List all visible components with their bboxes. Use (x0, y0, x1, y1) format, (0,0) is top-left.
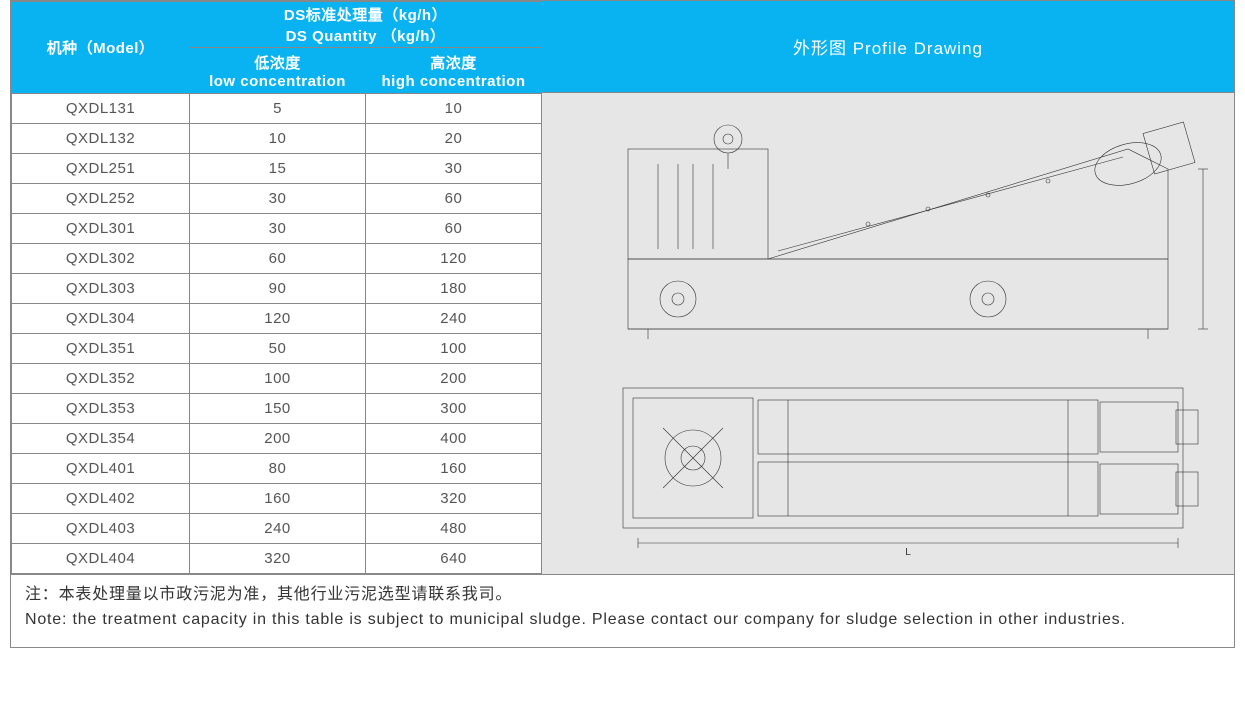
table-row: QXDL402160320 (12, 484, 542, 514)
table-row: QXDL2511530 (12, 154, 542, 184)
table-row: QXDL3013060 (12, 214, 542, 244)
table-header: 机种（Model） DS标准处理量（kg/h） DS Quantity （kg/… (12, 2, 542, 94)
cell-model: QXDL302 (12, 244, 190, 274)
cell-high: 400 (366, 424, 542, 454)
col-ds-cn: DS标准处理量（kg/h） (190, 4, 541, 25)
cell-low: 80 (190, 454, 366, 484)
cell-model: QXDL132 (12, 124, 190, 154)
cell-high: 200 (366, 364, 542, 394)
cell-low: 30 (190, 214, 366, 244)
top-view-drawing: L (568, 358, 1208, 558)
cell-low: 120 (190, 304, 366, 334)
spec-sheet: 机种（Model） DS标准处理量（kg/h） DS Quantity （kg/… (10, 0, 1235, 648)
col-ds-en: DS Quantity （kg/h） (190, 25, 541, 46)
cell-low: 100 (190, 364, 366, 394)
col-model: 机种（Model） (12, 2, 190, 94)
svg-text:L: L (905, 547, 911, 558)
cell-model: QXDL353 (12, 394, 190, 424)
cell-high: 480 (366, 514, 542, 544)
spec-table: 机种（Model） DS标准处理量（kg/h） DS Quantity （kg/… (11, 1, 542, 574)
cell-low: 10 (190, 124, 366, 154)
cell-model: QXDL404 (12, 544, 190, 574)
cell-high: 240 (366, 304, 542, 334)
table-row: QXDL30260120 (12, 244, 542, 274)
cell-model: QXDL354 (12, 424, 190, 454)
cell-high: 320 (366, 484, 542, 514)
cell-high: 640 (366, 544, 542, 574)
cell-high: 120 (366, 244, 542, 274)
cell-model: QXDL403 (12, 514, 190, 544)
table-row: QXDL354200400 (12, 424, 542, 454)
table-row: QXDL30390180 (12, 274, 542, 304)
cell-low: 150 (190, 394, 366, 424)
cell-low: 240 (190, 514, 366, 544)
col-high-cn: 高浓度 (366, 52, 541, 73)
profile-label: 外形图 Profile Drawing (793, 34, 983, 59)
col-low-cn: 低浓度 (190, 52, 365, 73)
table-row: QXDL404320640 (12, 544, 542, 574)
cell-low: 5 (190, 94, 366, 124)
cell-low: 15 (190, 154, 366, 184)
cell-model: QXDL252 (12, 184, 190, 214)
cell-low: 320 (190, 544, 366, 574)
cell-model: QXDL351 (12, 334, 190, 364)
cell-model: QXDL251 (12, 154, 190, 184)
footer-cn: 注：本表处理量以市政污泥为准，其他行业污泥选型请联系我司。 (25, 583, 1220, 608)
spec-table-wrap: 机种（Model） DS标准处理量（kg/h） DS Quantity （kg/… (11, 1, 541, 574)
table-row: QXDL1321020 (12, 124, 542, 154)
table-body: QXDL131510QXDL1321020QXDL2511530QXDL2523… (12, 94, 542, 574)
cell-high: 20 (366, 124, 542, 154)
cell-model: QXDL402 (12, 484, 190, 514)
cell-low: 50 (190, 334, 366, 364)
cell-low: 30 (190, 184, 366, 214)
cell-model: QXDL131 (12, 94, 190, 124)
cell-high: 60 (366, 214, 542, 244)
side-view-drawing (568, 109, 1208, 349)
col-ds: DS标准处理量（kg/h） DS Quantity （kg/h） (190, 2, 542, 48)
col-low: 低浓度 low concentration (190, 48, 366, 94)
col-high: 高浓度 high concentration (366, 48, 542, 94)
cell-model: QXDL352 (12, 364, 190, 394)
drawing-area: L (542, 93, 1234, 574)
cell-model: QXDL304 (12, 304, 190, 334)
footer-en: Note: the treatment capacity in this tab… (25, 608, 1220, 633)
table-row: QXDL35150100 (12, 334, 542, 364)
table-row: QXDL403240480 (12, 514, 542, 544)
table-row: QXDL352100200 (12, 364, 542, 394)
cell-model: QXDL301 (12, 214, 190, 244)
cell-model: QXDL303 (12, 274, 190, 304)
col-model-label: 机种（Model） (47, 40, 155, 57)
table-row: QXDL40180160 (12, 454, 542, 484)
cell-high: 10 (366, 94, 542, 124)
cell-model: QXDL401 (12, 454, 190, 484)
table-row: QXDL353150300 (12, 394, 542, 424)
table-row: QXDL131510 (12, 94, 542, 124)
cell-low: 60 (190, 244, 366, 274)
profile-panel: 外形图 Profile Drawing (541, 1, 1234, 574)
cell-high: 30 (366, 154, 542, 184)
cell-high: 300 (366, 394, 542, 424)
profile-header: 外形图 Profile Drawing (542, 1, 1234, 93)
table-row: QXDL304120240 (12, 304, 542, 334)
cell-high: 160 (366, 454, 542, 484)
col-low-en: low concentration (190, 73, 365, 90)
cell-high: 180 (366, 274, 542, 304)
footer-note: 注：本表处理量以市政污泥为准，其他行业污泥选型请联系我司。 Note: the … (11, 574, 1234, 647)
cell-high: 100 (366, 334, 542, 364)
cell-low: 90 (190, 274, 366, 304)
cell-high: 60 (366, 184, 542, 214)
main-grid: 机种（Model） DS标准处理量（kg/h） DS Quantity （kg/… (11, 1, 1234, 574)
cell-low: 200 (190, 424, 366, 454)
col-high-en: high concentration (366, 73, 541, 90)
cell-low: 160 (190, 484, 366, 514)
table-row: QXDL2523060 (12, 184, 542, 214)
